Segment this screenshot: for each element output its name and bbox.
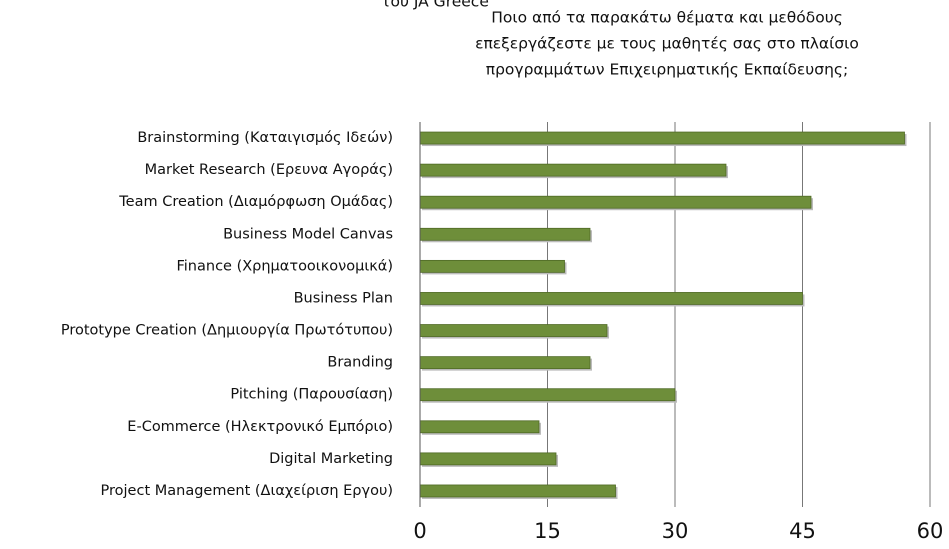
y-tick-label: Digital Marketing <box>269 451 393 467</box>
bar <box>419 452 557 466</box>
x-tick-label: 45 <box>789 519 816 543</box>
chart-title: Ποιο από τα παρακάτω θέματα και μεθόδους <box>491 9 843 27</box>
y-tick-label: Prototype Creation (Δημιουργία Πρωτότυπο… <box>61 323 393 339</box>
y-tick-label: E-Commerce (Ηλεκτρονικό Εμπόριο) <box>127 419 393 435</box>
bar <box>419 195 812 209</box>
chart-title: προγραμμάτων Επιχειρηματικής Εκπαίδευσης… <box>486 61 849 79</box>
x-tick-label: 0 <box>413 519 426 543</box>
y-tick-label: Pitching (Παρουσίαση) <box>230 387 393 403</box>
bar <box>419 484 616 498</box>
bar <box>419 163 727 177</box>
bar <box>419 259 565 273</box>
chart-pretitle: του JA Greece <box>381 0 489 11</box>
bar <box>419 356 591 370</box>
y-tick-label: Business Model Canvas <box>223 226 393 242</box>
y-tick-label: Finance (Χρηματοοικονομικά) <box>176 258 393 274</box>
y-tick-label: Market Research (Ερευνα Αγοράς) <box>145 162 393 178</box>
x-tick-label: 30 <box>662 519 689 543</box>
chart-title: επεξεργάζεστε με τους μαθητές σας στο πλ… <box>475 35 859 53</box>
x-tick-label: 15 <box>534 519 561 543</box>
bar <box>419 420 540 434</box>
bar <box>419 324 608 337</box>
bar <box>419 388 676 402</box>
y-tick-label: Brainstorming (Καταιγισμός Ιδεών) <box>137 130 393 146</box>
x-tick-label: 60 <box>917 519 944 543</box>
bar <box>419 292 803 305</box>
y-tick-label: Team Creation (Διαμόρφωση Ομάδας) <box>118 194 393 210</box>
bar <box>419 227 591 241</box>
bar <box>419 131 905 145</box>
y-tick-label: Branding <box>327 355 393 371</box>
y-tick-label: Project Management (Διαχείριση Εργου) <box>101 483 393 499</box>
y-tick-label: Business Plan <box>294 290 393 306</box>
